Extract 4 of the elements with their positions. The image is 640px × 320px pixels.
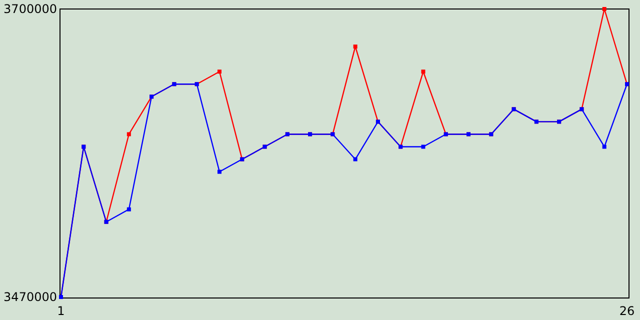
x-tick-label: 26 [619,304,635,318]
y-tick-label: 3470000 [4,290,57,304]
y-tick-label: 3700000 [4,2,57,16]
x-tick-label: 1 [57,304,65,318]
